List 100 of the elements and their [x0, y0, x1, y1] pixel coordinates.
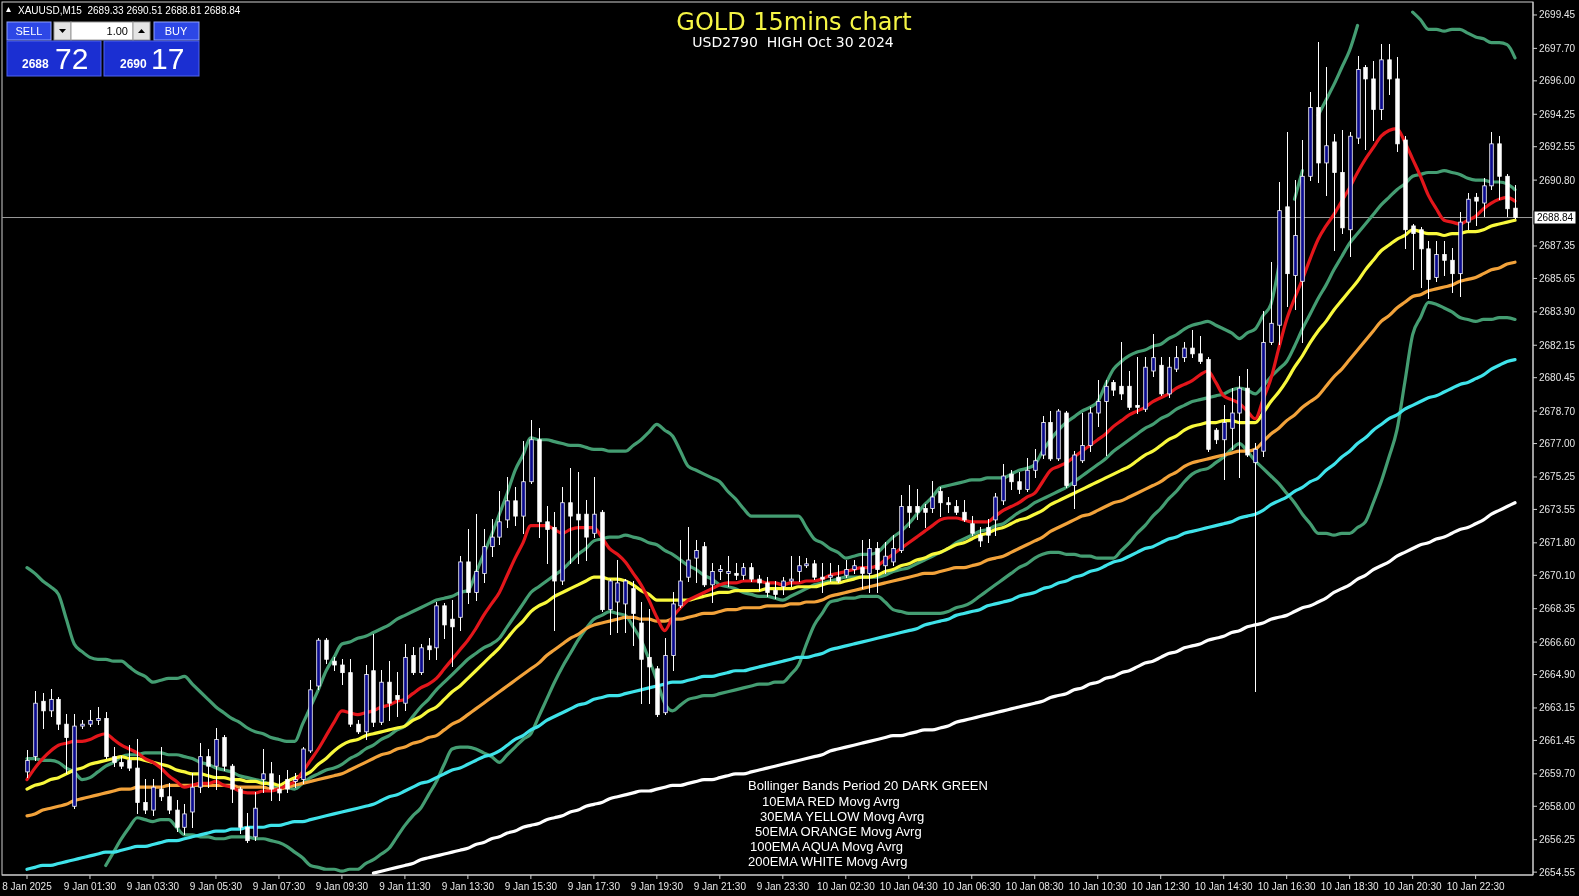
candlestick: [718, 565, 723, 580]
text: USD2790 HIGH Oct 30 2024: [692, 34, 894, 50]
candlestick: [1025, 458, 1030, 492]
y-tick-label: 2668.35: [1539, 603, 1576, 615]
candlestick: [584, 500, 589, 561]
candlestick: [1411, 223, 1416, 271]
x-tick-label: 10 Jan 10:30: [1068, 880, 1128, 892]
candlestick: [1080, 412, 1085, 464]
ref-line-label: 2688.84: [1537, 212, 1574, 224]
candlestick: [915, 488, 920, 521]
candlestick: [1174, 345, 1179, 372]
candlestick: [427, 637, 432, 660]
annotation: Bollinger Bands Period 20 DARK GREEN: [748, 777, 988, 793]
annotation: 17: [151, 41, 185, 75]
candlestick: [860, 540, 865, 590]
candlestick: [1198, 336, 1203, 364]
x-tick-label: 10 Jan 18:30: [1320, 880, 1380, 892]
candlestick: [245, 813, 250, 844]
candlestick: [182, 803, 187, 836]
y-tick-label: 2699.45: [1539, 9, 1576, 21]
candlestick: [1119, 341, 1124, 401]
candlestick: [497, 490, 502, 546]
candlestick: [1434, 240, 1439, 282]
candlestick: [797, 555, 802, 582]
candlestick: [812, 559, 817, 580]
candlestick: [1222, 404, 1227, 481]
candlestick: [1017, 471, 1022, 494]
candlestick: [411, 647, 416, 676]
candlestick: [883, 542, 888, 574]
x-tick-label: 9 Jan 01:30: [63, 880, 117, 892]
y-tick-label: 2654.55: [1539, 866, 1576, 878]
candlestick: [891, 534, 896, 567]
candlestick: [1482, 177, 1487, 217]
x-tick-label: 10 Jan 12:30: [1131, 880, 1191, 892]
y-tick-label: 2696.00: [1539, 75, 1576, 87]
x-tick-label: 9 Jan 07:30: [252, 880, 306, 892]
candlestick: [923, 504, 928, 529]
candlestick: [505, 477, 510, 529]
candlestick: [143, 779, 148, 815]
y-tick-label: 2663.15: [1539, 702, 1576, 714]
x-tick-label: 9 Jan 13:30: [441, 880, 495, 892]
candlestick: [978, 527, 983, 548]
candlestick: [623, 578, 628, 634]
y-tick-label: 2656.25: [1539, 834, 1576, 846]
candlestick: [907, 485, 912, 529]
candlestick: [1419, 227, 1424, 288]
y-tick-label: 2682.15: [1539, 339, 1576, 351]
candlestick: [127, 744, 132, 771]
candlestick: [450, 599, 455, 668]
candlestick: [1450, 248, 1455, 294]
y-tick-label: 2694.25: [1539, 108, 1576, 120]
x-tick-label: 9 Jan 11:30: [379, 880, 432, 892]
candlestick: [1466, 192, 1471, 231]
candlestick: [41, 693, 46, 729]
y-tick-label: 2680.45: [1539, 372, 1576, 384]
candlestick: [647, 609, 652, 704]
candlestick: [710, 563, 715, 603]
x-tick-label: 10 Jan 20:30: [1383, 880, 1442, 892]
x-tick-label: 9 Jan 05:30: [189, 880, 243, 892]
x-tick-label: 10 Jan 14:30: [1194, 880, 1254, 892]
annotation: XAUUSD,M15 2689.33 2690.51 2688.81 2688.84: [18, 4, 241, 16]
y-tick-label: 2690.80: [1539, 174, 1576, 186]
candlestick: [1513, 185, 1518, 219]
candlestick: [726, 555, 731, 588]
y-tick-label: 2697.70: [1539, 42, 1576, 54]
y-tick-label: 2670.10: [1539, 569, 1576, 581]
annotation: 200EMA WHITE Movg Avrg: [748, 853, 908, 869]
candlestick: [151, 779, 156, 817]
annotation: BUY: [164, 25, 188, 37]
x-tick-label: 9 Jan 09:30: [315, 880, 369, 892]
x-tick-label: 9 Jan 19:30: [630, 880, 684, 892]
candlestick: [1096, 380, 1101, 427]
x-tick-label: 10 Jan 04:30: [879, 880, 939, 892]
candlestick: [993, 492, 998, 536]
y-tick-label: 2671.80: [1539, 537, 1576, 549]
y-tick-label: 2687.35: [1539, 240, 1576, 252]
candlestick: [261, 748, 266, 794]
y-tick-label: 2683.90: [1539, 306, 1576, 318]
annotation: 10EMA RED Movg Avrg: [762, 793, 900, 809]
candlestick: [568, 467, 573, 565]
candlestick: [962, 500, 967, 523]
candlestick: [112, 746, 117, 767]
candlestick: [96, 706, 101, 725]
candlestick: [1387, 44, 1392, 95]
y-tick-label: 2666.60: [1539, 636, 1576, 648]
candlestick: [474, 513, 479, 601]
candlestick: [1182, 341, 1187, 362]
candlestick: [986, 519, 991, 544]
candlestick: [442, 603, 447, 639]
candlestick: [490, 519, 495, 557]
candlestick: [206, 748, 211, 788]
candlestick: [25, 750, 30, 779]
x-tick-label: 10 Jan 08:30: [1005, 880, 1065, 892]
annotation: 1.00: [106, 25, 128, 37]
annotation: SELL: [15, 25, 43, 37]
y-tick-label: 2675.25: [1539, 471, 1576, 483]
x-tick-label: 9 Jan 15:30: [504, 880, 558, 892]
candlestick: [765, 576, 770, 597]
candlestick: [395, 672, 400, 718]
candlestick: [1230, 387, 1235, 450]
